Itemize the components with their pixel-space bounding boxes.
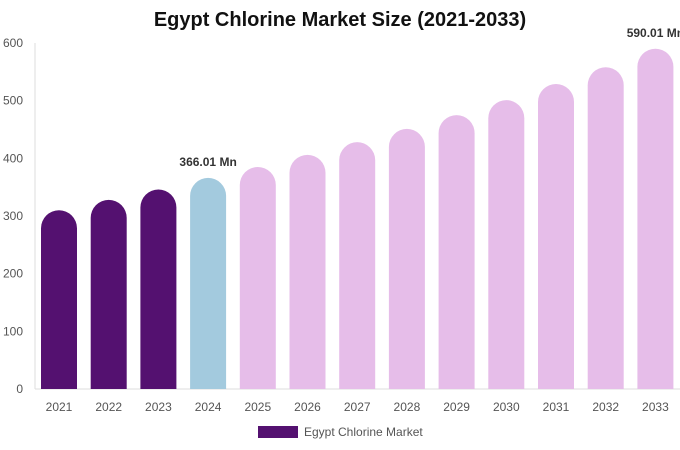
y-tick-label: 0 (16, 382, 23, 396)
bar-2033 (637, 48, 674, 390)
bar-2032 (587, 67, 624, 389)
y-tick-label: 400 (3, 151, 23, 165)
x-tick-label: 2025 (244, 400, 271, 414)
bar-2030 (488, 100, 525, 389)
x-tick-label: 2032 (592, 400, 619, 414)
y-tick-label: 500 (3, 94, 23, 108)
data-label: 366.01 Mn (179, 155, 236, 169)
bar-2022 (90, 199, 127, 389)
bar-2026 (289, 154, 326, 389)
y-tick-label: 600 (3, 36, 23, 50)
bar-2027 (339, 142, 376, 389)
chart-title: Egypt Chlorine Market Size (2021-2033) (153, 9, 527, 31)
bar-2028 (388, 128, 425, 389)
x-tick-label: 2027 (344, 400, 371, 414)
x-tick-label: 2023 (145, 400, 172, 414)
bar-2021 (41, 210, 77, 389)
y-tick-label: 300 (3, 209, 23, 223)
bar-2025 (239, 167, 276, 389)
x-tick-label: 2031 (543, 400, 570, 414)
x-tick-label: 2026 (294, 400, 321, 414)
legend: Egypt Chlorine Market (258, 425, 423, 439)
data-label: 590.01 Mn (627, 26, 680, 40)
bar-2024 (190, 177, 227, 389)
legend-label: Egypt Chlorine Market (304, 425, 423, 439)
y-tick-label: 100 (3, 324, 23, 338)
x-tick-label: 2033 (642, 400, 669, 414)
x-tick-label: 2022 (95, 400, 122, 414)
x-tick-label: 2021 (46, 400, 73, 414)
bar-2031 (538, 83, 574, 389)
bar-2023 (140, 189, 177, 389)
x-tick-label: 2029 (443, 400, 470, 414)
legend-swatch (258, 426, 298, 438)
y-tick-label: 200 (3, 267, 23, 281)
x-tick-label: 2024 (195, 400, 222, 414)
x-tick-label: 2030 (493, 400, 520, 414)
bar-2029 (438, 115, 475, 390)
x-tick-label: 2028 (394, 400, 421, 414)
